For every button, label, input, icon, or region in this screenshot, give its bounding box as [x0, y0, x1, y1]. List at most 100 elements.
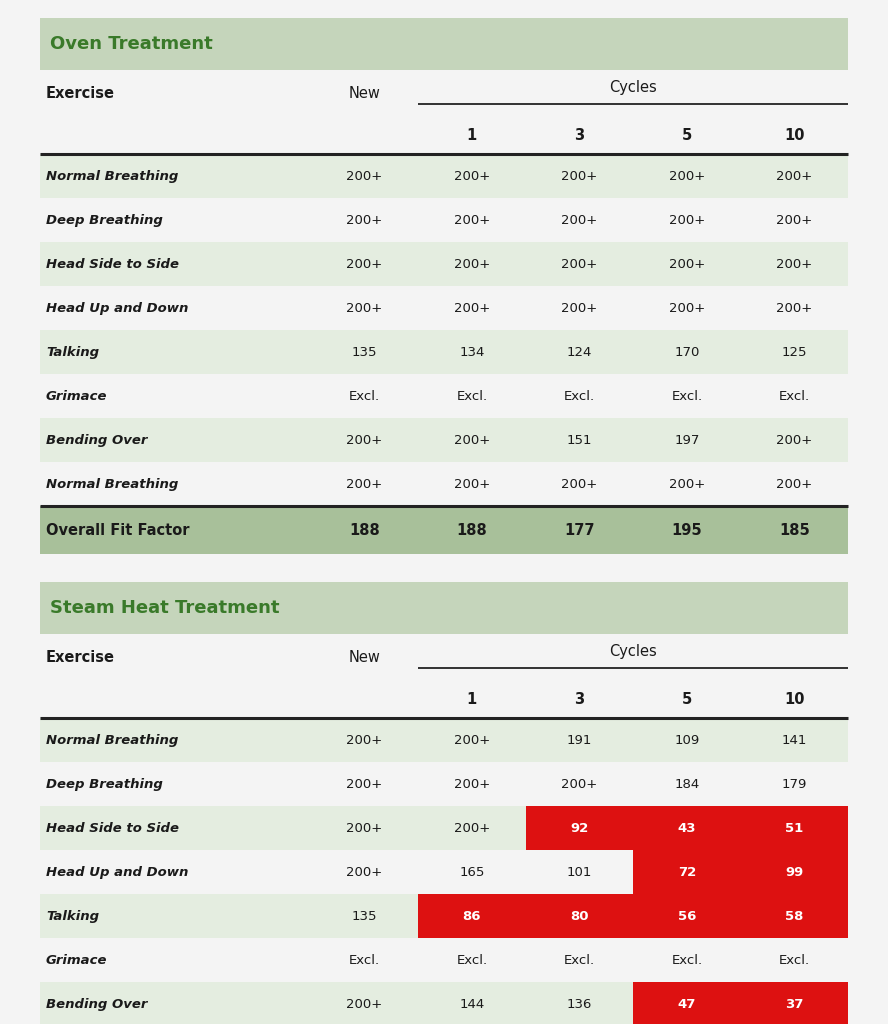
- Text: 185: 185: [779, 523, 810, 538]
- Text: 200+: 200+: [561, 170, 598, 183]
- Text: 3: 3: [575, 692, 584, 707]
- Text: Head Up and Down: Head Up and Down: [46, 866, 188, 879]
- Bar: [40, 583, 848, 635]
- Bar: [40, 18, 848, 71]
- Text: 58: 58: [785, 910, 804, 923]
- Text: 200+: 200+: [776, 214, 813, 227]
- Text: 200+: 200+: [346, 214, 383, 227]
- Text: 200+: 200+: [776, 302, 813, 315]
- Text: Excl.: Excl.: [779, 954, 810, 967]
- Text: Normal Breathing: Normal Breathing: [46, 478, 178, 490]
- Text: 200+: 200+: [346, 302, 383, 315]
- Bar: [40, 419, 848, 463]
- Text: Normal Breathing: Normal Breathing: [46, 734, 178, 746]
- Text: 200+: 200+: [454, 302, 490, 315]
- Bar: [741, 807, 848, 850]
- Text: 5: 5: [682, 128, 692, 143]
- Bar: [418, 894, 526, 938]
- Text: 179: 179: [781, 778, 807, 791]
- Text: Bending Over: Bending Over: [46, 434, 147, 446]
- Text: 200+: 200+: [346, 734, 383, 746]
- Text: 200+: 200+: [776, 258, 813, 271]
- Text: Talking: Talking: [46, 910, 99, 923]
- Text: Grimace: Grimace: [46, 390, 107, 402]
- Text: 125: 125: [781, 346, 807, 359]
- Text: 134: 134: [459, 346, 485, 359]
- Bar: [633, 894, 741, 938]
- Text: 200+: 200+: [776, 170, 813, 183]
- Bar: [40, 807, 848, 850]
- Text: 200+: 200+: [669, 478, 705, 490]
- Text: 195: 195: [671, 523, 702, 538]
- Text: Excl.: Excl.: [564, 390, 595, 402]
- Text: 43: 43: [678, 822, 696, 835]
- Text: Head Side to Side: Head Side to Side: [46, 258, 179, 271]
- Text: Oven Treatment: Oven Treatment: [50, 36, 213, 53]
- Text: 3: 3: [575, 128, 584, 143]
- Text: Excl.: Excl.: [671, 954, 702, 967]
- Text: 177: 177: [564, 523, 595, 538]
- Text: 170: 170: [674, 346, 700, 359]
- Text: 5: 5: [682, 692, 692, 707]
- Text: 92: 92: [570, 822, 589, 835]
- Text: 200+: 200+: [561, 302, 598, 315]
- Bar: [526, 807, 633, 850]
- Text: 200+: 200+: [346, 998, 383, 1011]
- Text: 200+: 200+: [346, 778, 383, 791]
- Text: 51: 51: [785, 822, 804, 835]
- Text: 165: 165: [459, 866, 485, 879]
- Text: 184: 184: [674, 778, 700, 791]
- Text: 188: 188: [349, 523, 380, 538]
- Bar: [633, 850, 741, 894]
- Text: 200+: 200+: [669, 170, 705, 183]
- Text: 200+: 200+: [776, 434, 813, 446]
- Text: Excl.: Excl.: [349, 390, 380, 402]
- Text: Cycles: Cycles: [609, 81, 657, 95]
- Text: 200+: 200+: [346, 822, 383, 835]
- Text: Excl.: Excl.: [564, 954, 595, 967]
- Text: New: New: [348, 650, 380, 665]
- Text: 109: 109: [674, 734, 700, 746]
- Bar: [40, 243, 848, 287]
- Text: Exercise: Exercise: [46, 650, 115, 665]
- Text: 200+: 200+: [346, 258, 383, 271]
- Text: Excl.: Excl.: [349, 954, 380, 967]
- Bar: [40, 680, 848, 719]
- Bar: [741, 982, 848, 1024]
- Text: Cycles: Cycles: [609, 644, 657, 659]
- Text: 200+: 200+: [561, 258, 598, 271]
- Text: 200+: 200+: [454, 434, 490, 446]
- Text: Excl.: Excl.: [779, 390, 810, 402]
- Text: Deep Breathing: Deep Breathing: [46, 214, 163, 227]
- Bar: [40, 982, 848, 1024]
- Bar: [741, 894, 848, 938]
- Bar: [40, 507, 848, 554]
- Bar: [40, 199, 848, 243]
- Bar: [40, 287, 848, 331]
- Bar: [40, 155, 848, 199]
- Text: 200+: 200+: [454, 258, 490, 271]
- Text: 188: 188: [456, 523, 488, 538]
- Text: 200+: 200+: [346, 478, 383, 490]
- Text: 56: 56: [678, 910, 696, 923]
- Text: 80: 80: [570, 910, 589, 923]
- Text: 141: 141: [781, 734, 807, 746]
- Text: 200+: 200+: [669, 258, 705, 271]
- Text: 124: 124: [567, 346, 592, 359]
- Text: 200+: 200+: [669, 214, 705, 227]
- Text: Excl.: Excl.: [671, 390, 702, 402]
- Text: 200+: 200+: [346, 170, 383, 183]
- Text: Steam Heat Treatment: Steam Heat Treatment: [50, 599, 280, 617]
- Text: Deep Breathing: Deep Breathing: [46, 778, 163, 791]
- Bar: [741, 850, 848, 894]
- Text: Head Side to Side: Head Side to Side: [46, 822, 179, 835]
- Bar: [40, 850, 848, 894]
- Text: 200+: 200+: [454, 170, 490, 183]
- Text: 191: 191: [567, 734, 592, 746]
- Text: 200+: 200+: [561, 478, 598, 490]
- Text: Overall Fit Factor: Overall Fit Factor: [46, 523, 189, 538]
- Bar: [40, 894, 848, 938]
- Text: 151: 151: [567, 434, 592, 446]
- Text: New: New: [348, 86, 380, 101]
- Bar: [40, 463, 848, 507]
